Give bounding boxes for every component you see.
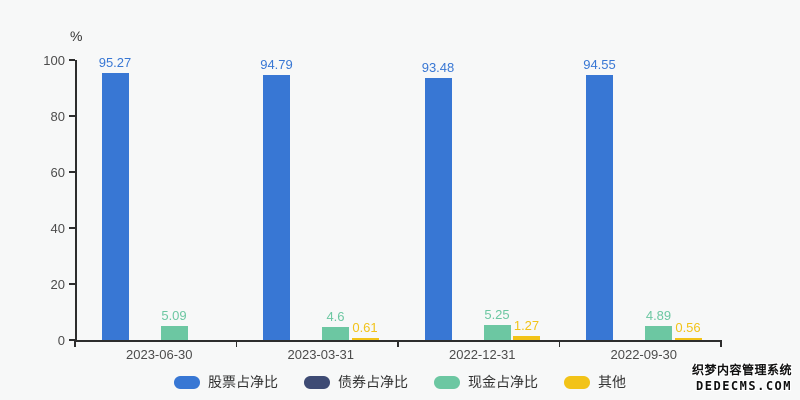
watermark-line1: 织梦内容管理系统 bbox=[691, 363, 792, 377]
bar[interactable] bbox=[645, 326, 672, 340]
legend-item-4[interactable]: 其他 bbox=[564, 372, 626, 392]
x-tick bbox=[558, 340, 561, 347]
bar[interactable] bbox=[101, 73, 129, 340]
bar-value-label: 95.27 bbox=[98, 55, 132, 71]
bar-value-label: 5.09 bbox=[161, 307, 187, 323]
x-axis-category-label: 2022-12-31 bbox=[449, 347, 516, 362]
y-tick-label: 60 bbox=[50, 164, 65, 180]
bar[interactable] bbox=[483, 325, 511, 340]
bar-value-label: 1.27 bbox=[513, 318, 540, 334]
legend-marker bbox=[174, 375, 200, 389]
y-tick bbox=[69, 283, 75, 285]
legend-label: 股票占净比 bbox=[208, 374, 278, 390]
y-tick bbox=[69, 115, 75, 117]
bar[interactable] bbox=[351, 338, 379, 340]
bar-value-label: 93.48 bbox=[421, 60, 455, 76]
x-tick bbox=[720, 340, 722, 347]
legend-item-1[interactable]: 股票占净比 bbox=[174, 372, 278, 392]
y-tick-label: 20 bbox=[50, 276, 65, 292]
legend-item-3[interactable]: 现金占净比 bbox=[434, 372, 538, 392]
bar-value-label: 5.25 bbox=[484, 307, 510, 323]
bar[interactable] bbox=[160, 325, 188, 340]
y-tick bbox=[69, 171, 75, 173]
y-tick-label: 0 bbox=[57, 332, 65, 348]
y-tick-label: 40 bbox=[50, 220, 65, 236]
y-axis-line bbox=[75, 60, 77, 342]
y-tick bbox=[69, 59, 75, 61]
x-axis-category-label: 2023-06-30 bbox=[126, 347, 193, 362]
x-tick bbox=[235, 340, 238, 347]
y-axis-unit-label: % bbox=[70, 28, 83, 44]
watermark: 织梦内容管理系统 DEDECMS.COM bbox=[692, 362, 792, 394]
y-tick bbox=[69, 227, 75, 229]
bar[interactable] bbox=[263, 74, 290, 340]
bar[interactable] bbox=[586, 75, 613, 340]
x-tick bbox=[397, 340, 399, 347]
legend-marker bbox=[304, 375, 330, 389]
x-axis-category-label: 2023-03-31 bbox=[287, 347, 355, 362]
bar-value-label: 94.55 bbox=[583, 57, 616, 73]
x-axis-category-label: 2022-09-30 bbox=[610, 347, 678, 362]
legend-item-2[interactable]: 债券占净比 bbox=[304, 372, 408, 392]
bar[interactable] bbox=[674, 338, 702, 340]
bar[interactable] bbox=[513, 336, 540, 340]
bar-value-label: 4.89 bbox=[645, 308, 672, 324]
y-tick-label: 80 bbox=[50, 108, 65, 124]
y-tick bbox=[69, 339, 75, 341]
legend-marker bbox=[434, 375, 460, 389]
legend-label: 其他 bbox=[598, 374, 626, 390]
legend-label: 债券占净比 bbox=[338, 374, 408, 390]
legend-marker bbox=[564, 375, 590, 389]
chart-legend: 股票占净比 债券占净比 现金占净比 其他 bbox=[0, 370, 800, 394]
watermark-line2: DEDECMS.COM bbox=[696, 379, 792, 393]
bar-value-label: 0.56 bbox=[675, 320, 701, 336]
y-tick-label: 100 bbox=[43, 52, 65, 68]
bar-value-label: 0.61 bbox=[352, 320, 378, 336]
legend-label: 现金占净比 bbox=[468, 374, 538, 390]
bar-value-label: 4.6 bbox=[326, 309, 345, 325]
bar[interactable] bbox=[322, 327, 349, 340]
x-tick bbox=[74, 340, 76, 347]
bar-value-label: 94.79 bbox=[260, 56, 293, 72]
bar[interactable] bbox=[424, 78, 452, 340]
